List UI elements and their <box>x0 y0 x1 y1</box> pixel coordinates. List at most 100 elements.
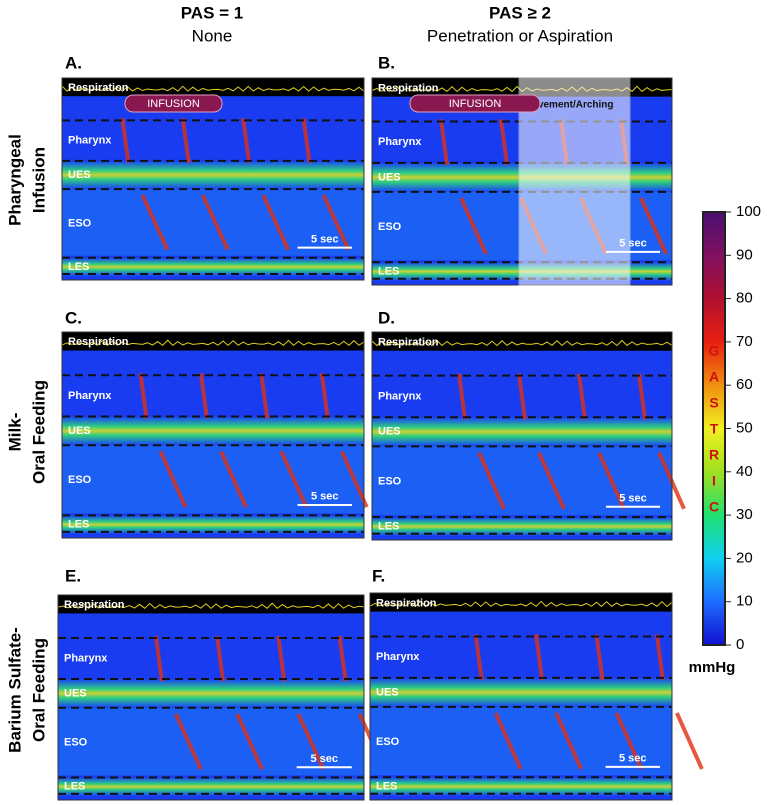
eso-label: ESO <box>64 737 88 749</box>
respiration-trace <box>61 84 365 92</box>
les-label: LES <box>68 519 89 531</box>
scale-label: 5 sec <box>310 753 338 765</box>
heatmap-panel: Respiration Pharynx UES ESO LES 5 sec <box>369 592 704 801</box>
row-label: Oral Feeding <box>29 380 48 484</box>
respiration-trace <box>61 339 365 347</box>
respiration-label: Respiration <box>64 599 125 611</box>
ues-label: UES <box>68 169 91 181</box>
respiration-label: Respiration <box>68 336 129 348</box>
panel-letter: F. <box>372 566 385 585</box>
panel-letter: E. <box>65 566 81 585</box>
pharynx-label: Pharynx <box>64 652 108 664</box>
ues-label: UES <box>378 171 401 183</box>
row-label: Barium Sulfate- <box>5 627 24 753</box>
colorbar-tick-label: 40 <box>736 463 753 480</box>
ues-label: UES <box>376 686 399 698</box>
row-label: Pharyngeal <box>5 134 24 226</box>
les-label: LES <box>68 261 89 273</box>
scale-label: 5 sec <box>619 492 647 504</box>
les-label: LES <box>378 520 399 532</box>
les-label: LES <box>378 265 399 277</box>
panel-letter: B. <box>378 53 395 72</box>
infusion-label: INFUSION <box>449 98 502 110</box>
scale-label: 5 sec <box>619 238 647 250</box>
colorbar-letter: R <box>709 447 719 463</box>
colorbar-letter: A <box>709 369 719 385</box>
panel-border <box>369 592 673 801</box>
respiration-label: Respiration <box>378 82 439 94</box>
infusion-bar <box>409 94 541 113</box>
panel-letter: D. <box>378 308 395 327</box>
scale-label: 5 sec <box>619 753 647 765</box>
swallow <box>276 635 326 771</box>
column-subtitle: None <box>192 26 233 45</box>
heatmap-panel: Respiration Pharynx UES ESO LES 5 sec <box>57 594 387 801</box>
infusion-label: INFUSION <box>147 98 200 110</box>
eso-haze <box>372 446 672 516</box>
panel-letter: A. <box>65 53 82 72</box>
swallow <box>457 373 506 510</box>
les-band <box>370 777 672 796</box>
panel-border <box>61 331 365 539</box>
les-band <box>62 257 364 276</box>
respiration-strip <box>62 78 364 97</box>
column-title: PAS = 1 <box>181 3 244 22</box>
respiration-strip <box>58 595 364 614</box>
respiration-label: Respiration <box>376 597 437 609</box>
row-label: Oral Feeding <box>29 638 48 742</box>
les-band <box>62 515 364 534</box>
respiration-trace <box>371 339 673 347</box>
eso-haze <box>62 445 364 514</box>
ues-label: UES <box>68 425 91 437</box>
ues-band <box>62 160 364 190</box>
les-label: LES <box>376 780 397 792</box>
colorbar-tick-label: 30 <box>736 506 753 523</box>
les-band <box>372 517 672 536</box>
les-label: LES <box>64 781 85 793</box>
les-band <box>58 777 364 796</box>
overlay-label: Movement/Arching <box>524 100 614 111</box>
pharynx-label: Pharynx <box>68 390 112 402</box>
colorbar-unit: mmHg <box>689 659 736 676</box>
pharynx-label: Pharynx <box>378 136 422 148</box>
colorbar-letter: S <box>709 395 718 411</box>
ues-band <box>58 679 364 708</box>
eso-label: ESO <box>378 221 402 233</box>
swallow <box>138 372 188 508</box>
scale-label: 5 sec <box>311 234 339 246</box>
colorbar-tick-label: 100 <box>736 203 761 220</box>
ues-label: UES <box>64 687 87 699</box>
ues-label: UES <box>378 426 401 438</box>
eso-haze <box>370 706 672 776</box>
swallow <box>439 119 488 255</box>
swallow <box>319 372 369 508</box>
respiration-strip <box>370 593 672 612</box>
swallow <box>120 118 170 251</box>
swallow <box>517 373 566 510</box>
panel-border <box>57 594 365 801</box>
respiration-strip <box>62 332 364 351</box>
panel-letter: C. <box>65 308 82 327</box>
scale-label: 5 sec <box>311 491 339 503</box>
colorbar-tick-label: 70 <box>736 333 753 350</box>
content: PAS = 1 None PAS ≥ 2 Penetration or Aspirat… <box>5 3 761 801</box>
colorbar-tick-label: 60 <box>736 376 753 393</box>
colorbar-tick-label: 20 <box>736 549 753 566</box>
swallow <box>654 634 704 770</box>
panel-border <box>371 331 673 541</box>
panel-border <box>61 77 365 281</box>
swallow <box>241 118 291 251</box>
swallow <box>594 634 644 770</box>
respiration-label: Respiration <box>68 82 129 94</box>
respiration-strip <box>372 332 672 351</box>
swallow <box>215 635 264 771</box>
column-subtitle: Penetration or Aspiration <box>427 26 613 45</box>
colorbar-letter: G <box>709 343 720 359</box>
heatmap-panel: INFUSION Respiration Pharynx UES ESO LES 5 sec <box>61 77 365 281</box>
heatmap-panel: Respiration Pharynx UES ESO LES 5 sec <box>61 331 369 539</box>
column-title: PAS ≥ 2 <box>489 3 551 22</box>
swallow <box>180 118 230 251</box>
eso-haze <box>58 707 364 776</box>
swallow <box>153 635 203 771</box>
infusion-bar <box>124 94 223 113</box>
